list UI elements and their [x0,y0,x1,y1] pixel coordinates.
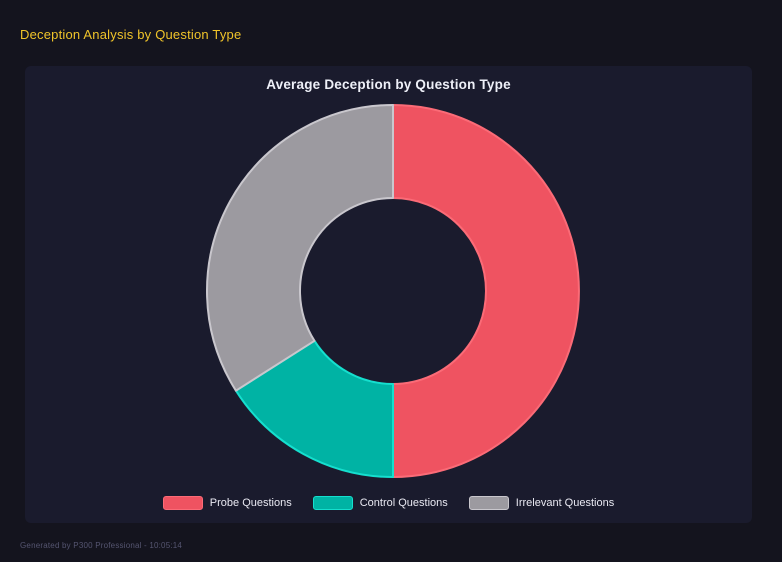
donut-chart [206,104,580,478]
legend-label: Probe Questions [209,497,292,509]
legend-swatch [312,496,353,510]
chart-legend: Probe Questions Control Questions Irreleva… [25,496,752,510]
legend-swatch [468,496,509,510]
legend-item-control-questions[interactable]: Control Questions [312,496,448,510]
donut-segment-control-questions[interactable] [234,339,394,478]
legend-item-irrelevant-questions[interactable]: Irrelevant Questions [468,496,615,510]
page-title: Deception Analysis by Question Type [20,27,242,42]
chart-title: Average Deception by Question Type [266,77,511,92]
footer-text: Generated by P300 Professional - 10:05:1… [20,541,183,550]
donut-segment-irrelevant-questions[interactable] [206,104,394,392]
legend-swatch [162,496,203,510]
legend-label: Control Questions [359,497,448,509]
chart-panel: Average Deception by Question Type Probe… [25,66,752,523]
legend-label: Irrelevant Questions [515,497,615,509]
donut-segment-probe-questions[interactable] [392,104,580,478]
legend-item-probe-questions[interactable]: Probe Questions [162,496,292,510]
